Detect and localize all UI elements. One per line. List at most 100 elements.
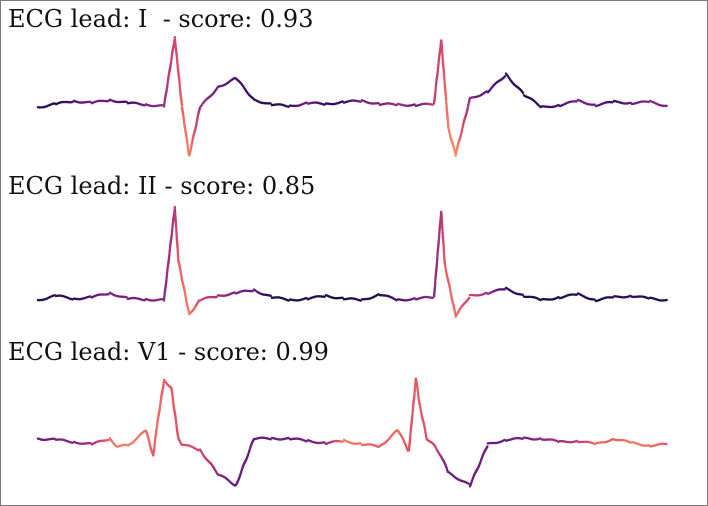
ecg-point: [170, 228, 174, 231]
ecg-point: [175, 229, 178, 233]
ecg-point: [168, 249, 171, 253]
ecg-point: [173, 209, 177, 213]
ecg-point: [174, 419, 178, 423]
ecg-point: [170, 58, 173, 61]
ecg-point: [173, 206, 177, 209]
ecg-point: [442, 243, 445, 247]
ecg-point: [153, 441, 157, 445]
ecg-point: [162, 105, 166, 108]
ecg-point: [440, 220, 444, 223]
ecg-point: [444, 99, 448, 103]
ecg-point: [186, 143, 189, 147]
ecg-point: [437, 61, 440, 64]
ecg-point: [433, 285, 437, 289]
ecg-point: [165, 271, 169, 275]
ecg-point: [455, 148, 459, 152]
ecg-point: [443, 78, 446, 81]
ecg-point: [269, 294, 272, 298]
ecg-point: [165, 273, 169, 277]
ecg-point: [176, 59, 179, 63]
ecg-point: [159, 398, 163, 402]
ecg-point: [174, 417, 178, 421]
ecg-point: [434, 280, 437, 283]
ecg-point: [185, 138, 189, 141]
ecg-point: [417, 394, 420, 397]
ecg-point: [419, 409, 423, 413]
ecg-point: [521, 91, 525, 95]
ecg-point: [434, 87, 438, 90]
ecg-point: [435, 258, 439, 262]
ecg-point: [269, 102, 272, 105]
ecg-point: [413, 390, 416, 393]
ecg-point: [170, 56, 173, 59]
ecg-point: [173, 207, 177, 211]
ecg-trace-lead-i: [36, 36, 668, 157]
ecg-point: [179, 273, 183, 277]
ecg-point: [442, 247, 445, 250]
ecg-point: [416, 388, 419, 391]
ecg-point: [170, 232, 174, 235]
ecg-point: [182, 114, 185, 118]
ecg-point: [176, 63, 179, 67]
ecg-point: [436, 65, 440, 68]
ecg-point: [186, 141, 189, 145]
ecg-point: [173, 38, 177, 41]
ecg-point: [446, 120, 450, 123]
ecg-point: [178, 79, 181, 83]
ecg-point: [180, 103, 184, 107]
ecg-point: [155, 424, 159, 427]
ecg-point: [168, 248, 172, 251]
ecg-point: [179, 271, 183, 275]
ecg-point: [467, 296, 471, 300]
ecg-point: [444, 266, 447, 269]
ecg-point: [167, 255, 171, 259]
ecg-point: [174, 421, 178, 425]
ecg-point: [436, 254, 439, 258]
ecg-point: [460, 129, 464, 133]
ecg-point: [411, 408, 415, 411]
ecg-point: [453, 310, 457, 314]
ecg-point: [185, 140, 189, 143]
ecg-point: [665, 442, 668, 446]
panel-title-lead-i: ECG lead: I - score: 0.93: [8, 5, 314, 33]
ecg-point: [441, 227, 444, 231]
ecg-point: [153, 443, 156, 447]
ecg-point: [174, 225, 178, 229]
ecg-point: [176, 255, 180, 258]
ecg-point: [437, 237, 441, 240]
ecg-point: [175, 56, 179, 59]
ecg-point: [413, 388, 417, 391]
ecg-point: [448, 287, 452, 291]
ecg-point: [455, 150, 458, 154]
ecg-point: [182, 120, 186, 123]
ecg-point: [436, 67, 440, 70]
ecg-point: [171, 226, 174, 229]
ecg-point: [175, 227, 178, 231]
ecg-point: [178, 83, 181, 87]
ecg-point: [418, 404, 422, 407]
ecg-point: [125, 296, 128, 299]
ecg-point: [165, 275, 168, 279]
ecg-trace-lead-ii: [36, 206, 668, 318]
ecg-point: [413, 391, 416, 395]
ecg-point: [176, 251, 180, 254]
ecg-trace-lead-v1: [36, 377, 668, 488]
ecg-point: [175, 231, 178, 235]
ecg-point: [411, 413, 414, 417]
ecg-point: [442, 74, 446, 77]
ecg-point: [440, 221, 444, 225]
ecg-point: [433, 282, 437, 285]
ecg-point: [215, 295, 218, 299]
ecg-point: [419, 405, 422, 409]
ecg-point: [440, 50, 444, 53]
panel-title-lead-ii: ECG lead: II - score: 0.85: [8, 172, 316, 200]
ecg-point: [443, 76, 446, 79]
ecg-point: [441, 52, 444, 55]
ecg-point: [441, 56, 444, 59]
ecg-point: [408, 439, 412, 443]
ecg-point: [438, 231, 441, 234]
ecg-point: [175, 57, 179, 61]
ecg-point: [444, 98, 448, 101]
